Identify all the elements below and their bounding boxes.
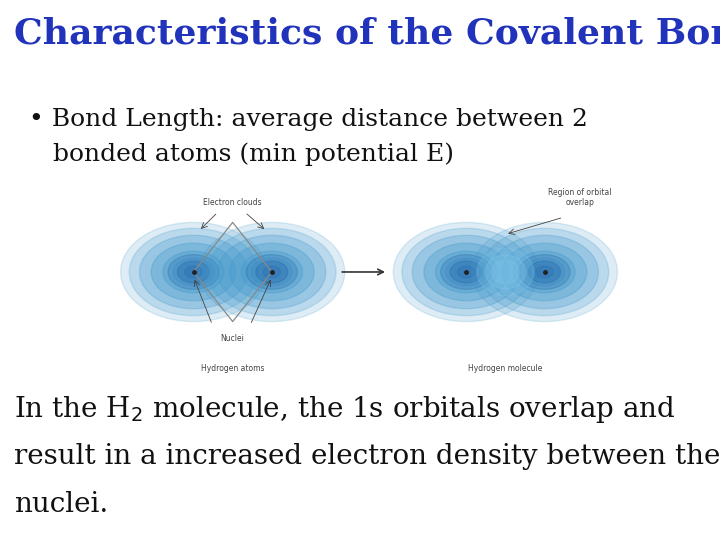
Polygon shape xyxy=(393,222,539,321)
Polygon shape xyxy=(480,228,608,315)
Polygon shape xyxy=(199,222,345,321)
Polygon shape xyxy=(218,235,325,309)
Polygon shape xyxy=(490,235,598,309)
Polygon shape xyxy=(413,235,520,309)
Polygon shape xyxy=(246,255,297,289)
Polygon shape xyxy=(256,261,288,283)
Polygon shape xyxy=(446,258,487,286)
Text: Region of orbital
overlap: Region of orbital overlap xyxy=(548,187,611,207)
Polygon shape xyxy=(251,258,292,286)
Polygon shape xyxy=(536,266,553,278)
Polygon shape xyxy=(491,260,520,284)
Polygon shape xyxy=(441,255,492,289)
Polygon shape xyxy=(528,261,561,283)
Polygon shape xyxy=(241,251,302,293)
Polygon shape xyxy=(230,243,314,301)
Polygon shape xyxy=(503,243,587,301)
Polygon shape xyxy=(130,228,258,315)
Text: Hydrogen atoms: Hydrogen atoms xyxy=(201,364,264,373)
Text: Hydrogen molecule: Hydrogen molecule xyxy=(468,364,542,373)
Text: Nuclei: Nuclei xyxy=(220,334,244,342)
Polygon shape xyxy=(168,255,219,289)
Text: In the H$_2$ molecule, the 1s orbitals overlap and: In the H$_2$ molecule, the 1s orbitals o… xyxy=(14,394,676,425)
Polygon shape xyxy=(207,228,336,315)
Polygon shape xyxy=(185,266,202,278)
Polygon shape xyxy=(121,222,266,321)
Text: Characteristics of the Covalent Bond: Characteristics of the Covalent Bond xyxy=(14,16,720,50)
Polygon shape xyxy=(163,251,224,293)
Polygon shape xyxy=(514,251,575,293)
Polygon shape xyxy=(263,266,281,278)
Polygon shape xyxy=(402,228,531,315)
Polygon shape xyxy=(140,235,248,309)
Text: • Bond Length: average distance between 2
   bonded atoms (min potential E): • Bond Length: average distance between … xyxy=(29,108,588,166)
Text: result in a increased electron density between the: result in a increased electron density b… xyxy=(14,443,720,470)
Polygon shape xyxy=(177,261,210,283)
Text: nuclei.: nuclei. xyxy=(14,491,109,518)
Polygon shape xyxy=(472,222,618,321)
Polygon shape xyxy=(450,261,482,283)
Text: Electron clouds: Electron clouds xyxy=(203,198,261,207)
Polygon shape xyxy=(524,258,565,286)
Polygon shape xyxy=(457,266,475,278)
Polygon shape xyxy=(173,258,214,286)
Polygon shape xyxy=(519,255,570,289)
Polygon shape xyxy=(477,248,534,296)
Polygon shape xyxy=(424,243,508,301)
Polygon shape xyxy=(436,251,497,293)
Polygon shape xyxy=(485,255,526,289)
Polygon shape xyxy=(151,243,235,301)
